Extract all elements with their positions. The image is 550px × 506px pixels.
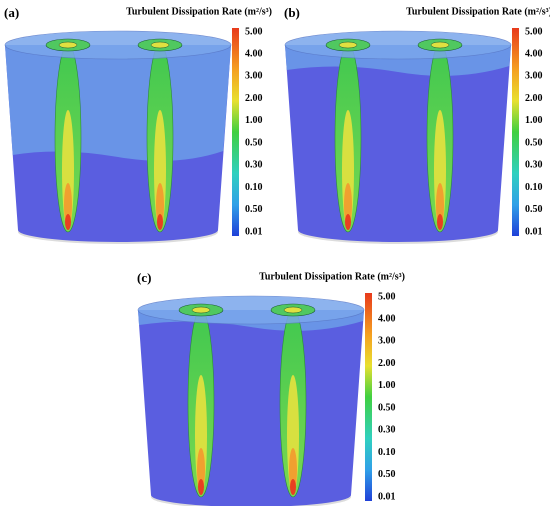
plume-tip [157,214,163,230]
plume-hot [289,448,297,492]
colorbar-label: 1.00 [525,115,543,126]
cylinder-body [285,45,511,242]
colorbar-label: 2.00 [245,93,263,104]
plume-hot [197,448,205,492]
plume-tip [290,479,296,495]
colorbar-label: 0.50 [378,402,396,413]
panel-title: Turbulent Dissipation Rate (m²/s³) [259,271,405,282]
plume-hot [344,183,352,227]
plume-tip [437,214,443,230]
cylinder-body [138,310,364,506]
top-swirl-core [150,41,170,49]
panel-title: Turbulent Dissipation Rate (m²/s³) [406,6,550,17]
top-swirl-core [58,41,78,49]
top-swirl-core [191,306,211,314]
upper-region [5,45,231,161]
top-swirl-core [430,41,450,49]
panel-label: (b) [284,5,300,20]
colorbar-label: 0.30 [378,425,396,436]
panel: 5.00 4.00 3.00 2.00 1.00 0.50 0.30 0.10 0.50 0.01… [284,5,550,244]
colorbar-label: 0.50 [245,204,263,215]
colorbar-label: 5.00 [245,26,263,37]
panel-title: Turbulent Dissipation Rate (m²/s³) [126,6,272,17]
colorbar-label: 0.01 [525,226,543,237]
cylinder-top [284,30,512,60]
colorbar-label: 0.50 [245,137,263,148]
colorbar-label: 4.00 [525,49,543,60]
colorbar-label: 0.01 [245,226,263,237]
colorbar-label: 4.00 [245,49,263,60]
colorbar-label: 3.00 [525,71,543,82]
panel-label: (c) [137,270,151,285]
colorbar-label: 0.50 [525,204,543,215]
plume-hot [64,183,72,227]
panel-label: (a) [4,5,19,20]
panel: 5.00 4.00 3.00 2.00 1.00 0.50 0.30 0.10 0.50 0.01… [4,5,272,244]
colorbar-label: 0.10 [378,447,396,458]
plume-hot [436,183,444,227]
colorbar-label: 1.00 [245,115,263,126]
colorbar-label: 1.00 [378,380,396,391]
colorbar-label: 5.00 [378,291,396,302]
colorbar [232,28,239,236]
plume-hot [156,183,164,227]
colorbar-label: 0.50 [378,469,396,480]
plume-tip [345,214,351,230]
colorbar-label: 0.10 [525,182,543,193]
colorbar-label: 3.00 [378,336,396,347]
colorbar-label: 0.30 [245,160,263,171]
colorbar-label: 3.00 [245,71,263,82]
plume-tip [198,479,204,495]
plume-tip [65,214,71,230]
colorbar-label: 0.30 [525,160,543,171]
top-swirl-core [283,306,303,314]
colorbar-label: 4.00 [378,314,396,325]
panel: 5.00 4.00 3.00 2.00 1.00 0.50 0.30 0.10 0.50 0.01… [137,270,405,506]
colorbar [365,293,372,501]
cylinder-top [4,30,232,60]
colorbar [512,28,519,236]
colorbar-label: 0.50 [525,137,543,148]
top-swirl-core [338,41,358,49]
colorbar-label: 5.00 [525,26,543,37]
colorbar-label: 2.00 [525,93,543,104]
colorbar-label: 0.01 [378,491,396,502]
colorbar-label: 0.10 [245,182,263,193]
cylinder-top [137,295,365,325]
colorbar-label: 2.00 [378,358,396,369]
